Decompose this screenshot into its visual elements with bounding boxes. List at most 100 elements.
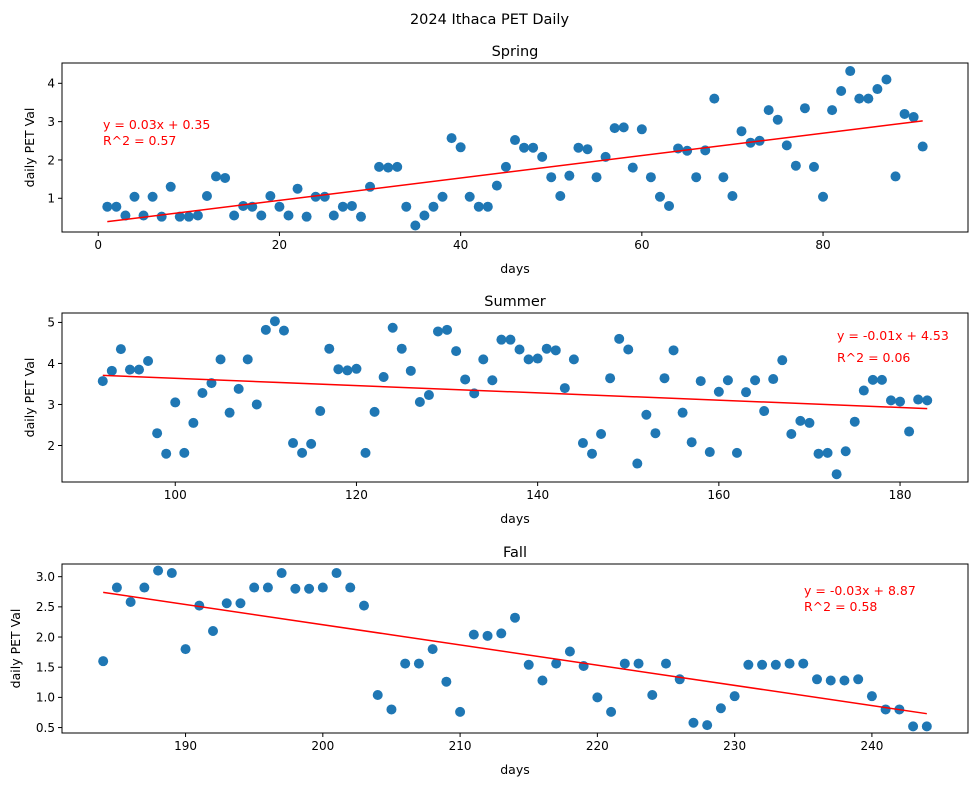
x-tick-label: 20 [272,238,287,252]
data-point [197,387,208,398]
y-tick-label: 3 [47,115,55,129]
data-point [564,170,575,181]
x-axis-label: days [500,261,530,276]
data-point [881,74,892,85]
data-point [605,373,616,384]
data-point [768,374,779,385]
data-point [799,103,810,114]
y-tick-label: 4 [47,77,55,91]
data-points [97,316,933,480]
data-point [591,172,602,183]
data-point [532,353,543,364]
y-tick-label: 3 [47,398,55,412]
data-point [161,448,172,459]
data-point [858,385,869,396]
data-point [106,365,117,376]
data-point [496,334,507,345]
data-point [288,438,299,449]
data-point [537,151,548,162]
data-point [895,396,906,407]
data-point [715,703,726,714]
data-point [201,190,212,201]
data-point [647,689,658,700]
data-points [102,66,928,231]
x-tick-label: 40 [453,238,468,252]
data-point [372,689,383,700]
data-point [853,674,864,685]
data-point [170,397,181,408]
data-point [812,674,822,685]
data-point [921,721,932,732]
data-point [333,364,344,375]
data-point [908,112,919,123]
data-point [386,704,397,715]
data-point [592,692,603,703]
fit-equation-annotation: y = -0.03x + 8.87 [804,583,916,598]
axes-frame [61,312,969,483]
data-point [582,144,593,155]
data-point [331,568,342,579]
data-point [208,626,218,636]
data-point [831,469,842,480]
data-point [537,675,548,686]
data-point [441,676,452,687]
data-point [772,114,783,125]
subplot-summer: Summer 100 120 140 160 180 2 3 4 5 days daily PET V… [22,294,969,526]
data-point [283,210,294,221]
data-point [890,171,901,182]
x-tick-label: 120 [345,488,368,502]
x-tick-label: 230 [723,739,746,753]
data-point [827,105,838,116]
data-point [387,322,398,333]
data-point [473,201,484,212]
x-tick-label: 200 [311,739,334,753]
fit-equation-annotation: y = -0.01x + 4.53 [837,328,949,343]
data-point [138,210,149,221]
data-point [165,181,176,192]
data-point [713,386,724,397]
data-point [428,201,439,212]
data-point [482,201,493,212]
data-point [922,395,933,406]
data-points [98,565,932,732]
data-point [731,447,742,458]
data-point [249,582,260,593]
r-squared-annotation: R^2 = 0.06 [837,350,910,365]
data-point [345,582,356,593]
data-point [849,416,860,427]
data-point [374,161,385,172]
data-point [743,659,754,670]
data-point [885,395,896,406]
data-point [541,343,552,354]
data-point [790,160,801,171]
data-point [913,394,924,405]
data-point [342,365,353,376]
data-point [650,428,661,439]
data-point [825,675,836,686]
data-point [514,344,525,355]
data-point [691,172,702,183]
data-point [619,658,630,669]
x-tick-label: 220 [586,739,609,753]
data-point [180,644,191,655]
data-point [139,582,150,593]
subplot-fall: Fall 190 200 210 220 230 240 0.5 1.0 1.5 2.0 2.5 3.0… [8,545,969,777]
data-point [102,201,113,212]
y-axis-label: daily PET Val [22,108,37,188]
data-point [500,161,511,172]
subplot-spring: Spring 0 20 40 60 80 1 2 3 4 days daily PET Val y = … [22,44,969,276]
data-point [192,210,203,221]
data-point [260,324,271,335]
subplot-title: Summer [484,294,546,310]
data-point [845,66,856,77]
data-point [568,354,579,365]
data-point [899,108,910,119]
data-point [763,105,774,116]
data-point [152,428,163,439]
data-point [786,429,797,440]
data-point [876,374,887,385]
data-point [97,376,108,387]
data-point [125,597,136,608]
x-tick-label: 240 [860,739,883,753]
data-point [491,180,502,191]
